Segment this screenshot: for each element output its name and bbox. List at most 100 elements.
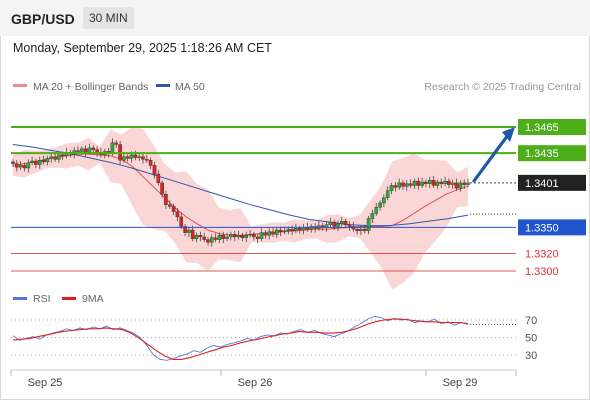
bullish-candle xyxy=(336,223,340,227)
current-price-badge xyxy=(518,174,586,191)
bearish-candle xyxy=(148,159,153,166)
bullish-candle xyxy=(87,147,92,153)
bearish-candle xyxy=(11,161,15,164)
bearish-candle xyxy=(22,165,27,169)
bullish-candle xyxy=(30,160,34,163)
bullish-candle xyxy=(458,182,463,189)
bearish-candle xyxy=(152,165,157,175)
bullish-candle xyxy=(428,179,432,184)
timeframe-button[interactable]: 30 MIN xyxy=(83,7,134,29)
bullish-candle xyxy=(340,221,344,225)
bullish-candle xyxy=(217,234,222,240)
bearish-candle xyxy=(393,185,398,188)
bullish-candle xyxy=(187,229,191,233)
bearish-candle xyxy=(76,150,80,152)
bullish-candle xyxy=(466,182,470,185)
bearish-candle xyxy=(95,149,99,153)
bearish-candle xyxy=(164,193,168,205)
bullish-candle xyxy=(209,237,214,243)
bullish-candle xyxy=(294,227,298,231)
ma50-line xyxy=(12,144,469,227)
support-label: 1.3300 xyxy=(525,266,559,278)
bullish-candle xyxy=(370,213,375,219)
bullish-candle xyxy=(229,234,233,238)
bullish-candle xyxy=(275,229,279,235)
bullish-candle xyxy=(194,234,199,239)
bullish-candle xyxy=(328,221,333,225)
bullish-candle xyxy=(137,156,142,158)
bearish-candle xyxy=(252,234,256,238)
rsi-tick-label: 30 xyxy=(525,350,537,362)
bullish-candle xyxy=(378,202,382,208)
bullish-candle xyxy=(450,182,455,185)
bullish-candle xyxy=(26,162,31,169)
rsi-ma-legend-label: 9MA xyxy=(82,293,104,305)
ma50-legend-swatch xyxy=(156,84,170,87)
bullish-candle xyxy=(412,180,417,186)
bearish-candle xyxy=(179,216,184,227)
bearish-candle xyxy=(91,147,96,150)
bearish-candle xyxy=(34,160,38,165)
bearish-candle xyxy=(183,226,187,233)
bearish-candle xyxy=(175,211,180,218)
pivot-badge xyxy=(518,219,586,236)
bullish-candle xyxy=(420,181,424,186)
resistance-badge xyxy=(518,119,586,135)
pivot-label: 1.3350 xyxy=(525,222,559,234)
bearish-candle xyxy=(190,229,195,239)
rsi-tick-label: 50 xyxy=(525,333,537,345)
bullish-candle xyxy=(382,197,386,204)
ma50-legend-label: MA 50 xyxy=(175,81,205,93)
bearish-candle xyxy=(363,228,367,232)
resistance-label: 1.3465 xyxy=(525,122,559,134)
x-tick-label: Sep 26 xyxy=(238,377,273,389)
bearish-candle xyxy=(343,221,348,226)
timestamp: Monday, September 29, 2025 1:18:26 AM CE… xyxy=(13,41,272,55)
bullish-candle xyxy=(405,183,409,187)
rsi-tick-label: 70 xyxy=(525,315,537,327)
forecast-arrow-head xyxy=(502,127,515,142)
rsi-ma-legend-swatch xyxy=(62,297,76,300)
rsi-legend-label: RSI xyxy=(33,293,51,305)
bearish-candle xyxy=(263,232,268,236)
x-tick-label: Sep 25 xyxy=(28,377,63,389)
bearish-candle xyxy=(424,181,428,184)
bearish-candle xyxy=(167,204,172,207)
bearish-candle xyxy=(53,156,57,160)
bullish-candle xyxy=(359,228,363,232)
bearish-candle xyxy=(125,156,130,159)
bearish-candle xyxy=(206,239,210,243)
current-price-label: 1.3401 xyxy=(525,178,559,190)
bullish-candle xyxy=(389,185,394,191)
x-tick-label: Sep 29 xyxy=(443,377,478,389)
bullish-candle xyxy=(57,154,61,160)
bullish-candle xyxy=(122,156,126,161)
bearish-candle xyxy=(60,154,65,157)
bearish-candle xyxy=(290,228,294,232)
bearish-candle xyxy=(14,163,19,168)
bearish-candle xyxy=(355,228,359,232)
bearish-candle xyxy=(401,182,405,187)
bullish-candle xyxy=(129,154,134,159)
rsi-line xyxy=(12,316,469,361)
bearish-candle xyxy=(462,182,467,185)
bearish-candle xyxy=(41,159,46,163)
pair-title: GBP/USD xyxy=(11,11,75,27)
bearish-candle xyxy=(198,234,203,238)
bullish-candle xyxy=(385,190,390,198)
bullish-candle xyxy=(49,156,53,159)
bearish-candle xyxy=(171,206,176,212)
bullish-candle xyxy=(244,234,249,238)
ma20-legend-label: MA 20 + Bollinger Bands xyxy=(33,81,148,93)
bullish-candle xyxy=(443,180,447,184)
bullish-candle xyxy=(38,159,42,165)
bearish-candle xyxy=(447,180,451,185)
bearish-candle xyxy=(133,154,138,158)
chart-header: GBP/USD 30 MIN xyxy=(0,0,590,36)
bullish-candle xyxy=(435,181,440,186)
bearish-candle xyxy=(408,183,413,186)
bullish-candle xyxy=(110,142,115,154)
bearish-candle xyxy=(347,224,352,227)
bullish-candle xyxy=(259,232,264,239)
